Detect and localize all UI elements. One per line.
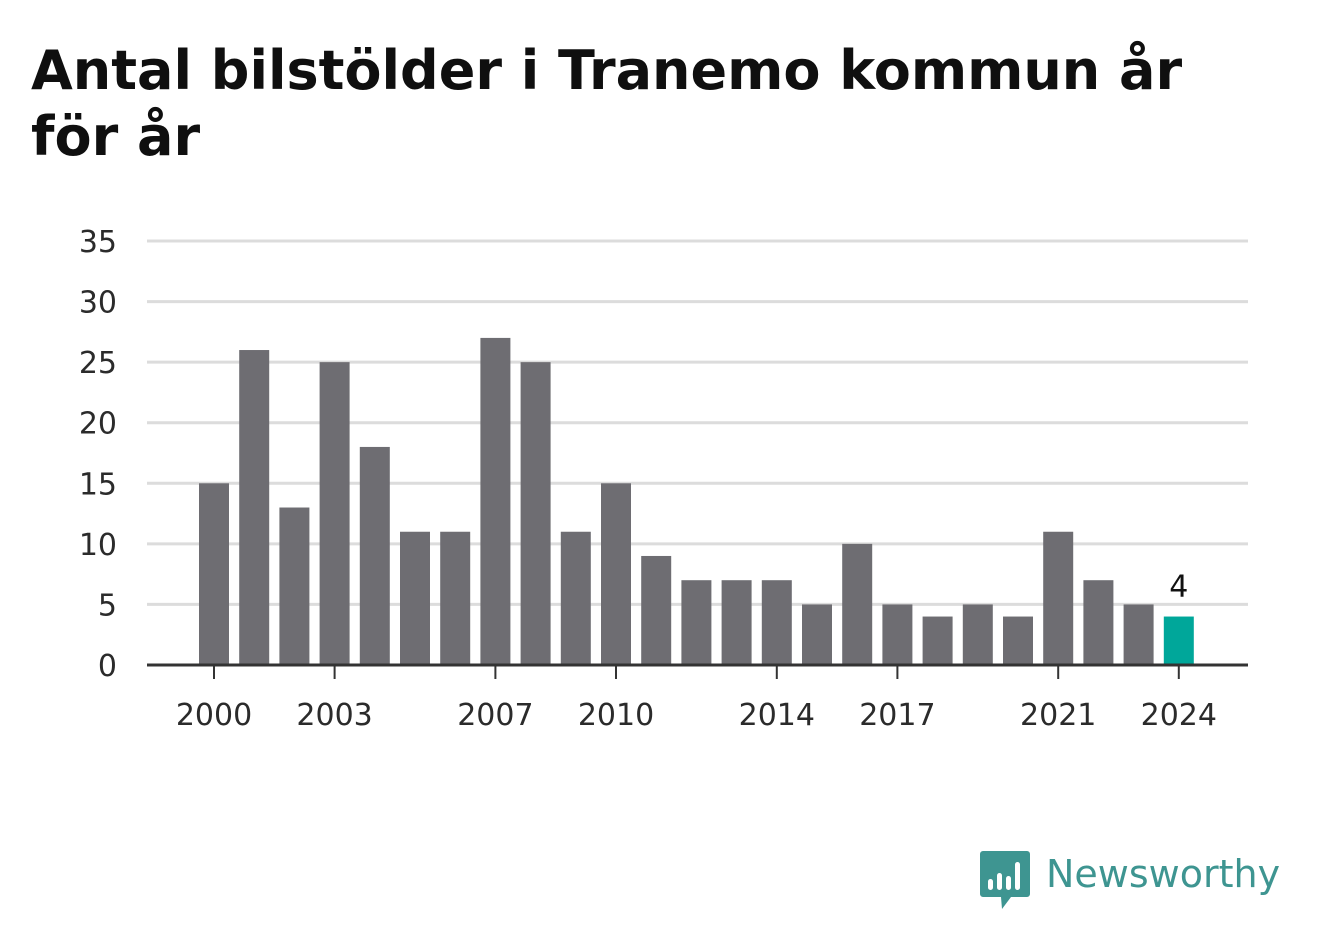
bar-2002	[279, 507, 310, 665]
chart-title: Antal bilstölder i Tranemo kommun år för…	[31, 39, 1183, 168]
bar-2004	[359, 446, 390, 665]
bar-2024	[1163, 616, 1194, 665]
x-tick-label: 2021	[1020, 698, 1096, 733]
bar-2016	[842, 543, 873, 665]
y-tick-label: 35	[79, 225, 117, 260]
y-tick-label: 25	[79, 346, 117, 381]
bar-chart-speech-bubble-icon	[980, 851, 1030, 909]
y-tick-label: 10	[79, 528, 117, 563]
y-tick-label: 5	[98, 588, 117, 623]
bar-2019	[962, 604, 993, 665]
y-tick-label: 30	[79, 286, 117, 321]
bar-2015	[802, 604, 832, 665]
bar-2006	[440, 531, 471, 665]
x-tick-label: 2017	[859, 698, 935, 733]
y-tick-label: 15	[79, 467, 117, 502]
bar-2005	[400, 531, 430, 665]
bar-2010	[601, 483, 631, 665]
bar-2009	[560, 531, 591, 665]
bar-2007	[480, 337, 511, 665]
x-tick-label: 2003	[296, 698, 372, 733]
bar-2000	[199, 483, 229, 665]
x-axis-ticks: 2000 2003 2007 2010 2014 2017 2021 2024	[176, 665, 1217, 733]
newsworthy-brand: Newsworthy	[980, 848, 1280, 912]
data-labels: 4	[1169, 570, 1188, 605]
y-tick-label: 0	[98, 649, 117, 684]
bar-2001	[239, 350, 270, 665]
bar-2020	[1003, 616, 1033, 665]
bar-2014	[761, 580, 792, 665]
y-axis-ticks: 0 5 10 15 20 25 30 35	[79, 225, 117, 684]
x-tick-label: 2007	[457, 698, 533, 733]
bar-2021	[1043, 531, 1074, 665]
bar-2022	[1083, 580, 1114, 665]
bar-2018	[922, 616, 953, 665]
bars	[199, 337, 1194, 665]
bar-2012	[681, 580, 712, 665]
grid-lines	[147, 239, 1248, 606]
y-tick-label: 20	[79, 407, 117, 442]
x-tick-label: 2024	[1141, 698, 1217, 733]
brand-name: Newsworthy	[1046, 852, 1281, 896]
x-tick-label: 2010	[578, 698, 654, 733]
bar-2003	[319, 362, 350, 665]
bar-2023	[1123, 604, 1154, 665]
x-tick-label: 2014	[739, 698, 815, 733]
bar-2017	[882, 604, 913, 665]
x-tick-label: 2000	[176, 698, 252, 733]
data-label-2024: 4	[1169, 570, 1188, 605]
bar-2011	[641, 555, 672, 665]
bar-2008	[520, 362, 551, 665]
bar-2013	[721, 580, 752, 665]
